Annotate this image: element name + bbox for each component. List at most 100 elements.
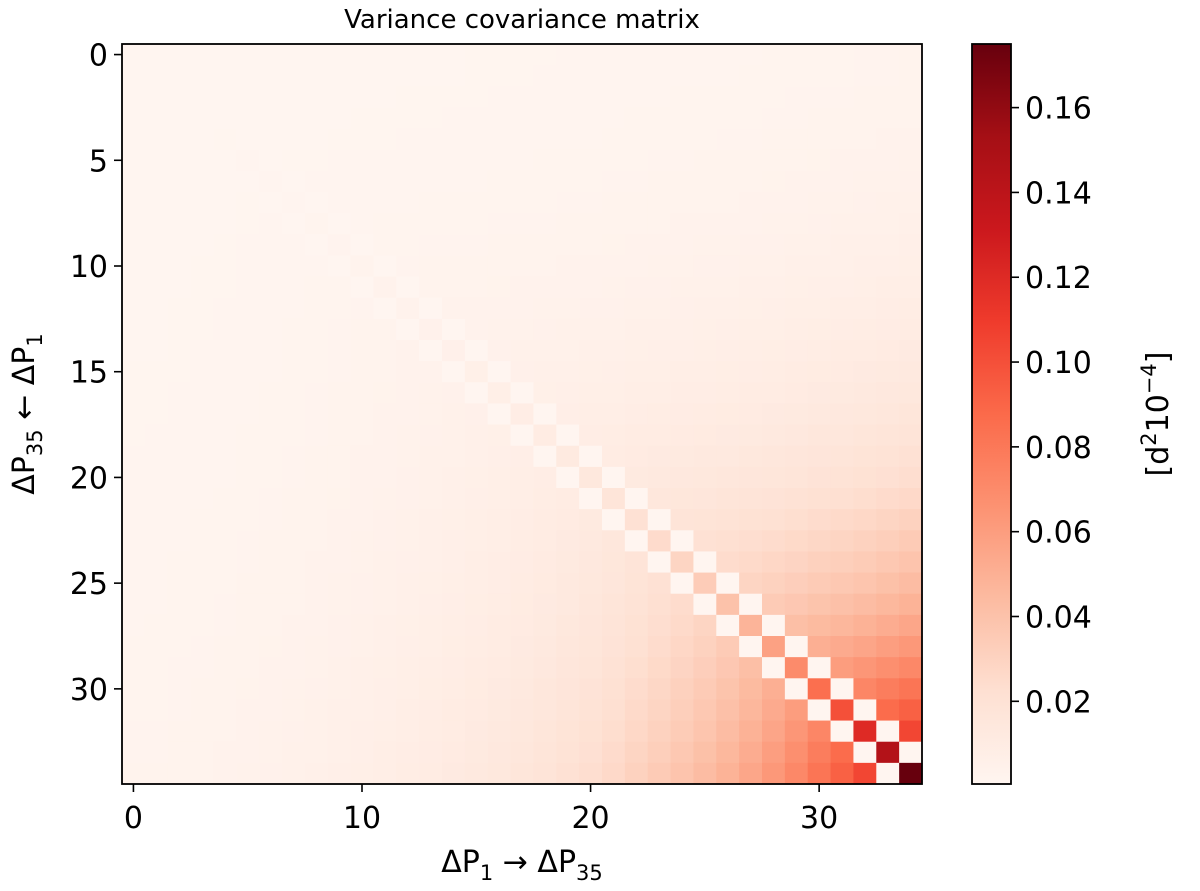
heatmap-cell	[830, 403, 855, 426]
heatmap-cell	[647, 44, 672, 66]
heatmap-cell	[396, 149, 420, 172]
heatmap-cell	[647, 551, 672, 574]
heatmap-cell	[716, 297, 740, 320]
heatmap-cell	[670, 551, 695, 574]
heatmap-cell	[762, 234, 786, 257]
heatmap-cell	[784, 255, 809, 278]
heatmap-cell	[464, 297, 489, 320]
heatmap-cell	[167, 699, 192, 722]
heatmap-cell	[510, 636, 535, 658]
heatmap-cell	[693, 551, 717, 574]
heatmap-cell	[396, 107, 420, 130]
heatmap-cell	[762, 361, 786, 383]
heatmap-cell	[670, 149, 695, 172]
heatmap-cell	[487, 128, 512, 151]
heatmap-cell	[213, 741, 237, 764]
heatmap-cell	[327, 657, 352, 679]
heatmap-cell	[282, 340, 306, 362]
heatmap-cell	[579, 170, 603, 193]
heatmap-cell	[510, 192, 535, 214]
heatmap-cell	[327, 509, 352, 531]
heatmap-cell	[899, 297, 923, 320]
heatmap-cell	[464, 44, 489, 66]
heatmap-cell	[419, 720, 443, 743]
heatmap-cell	[282, 361, 306, 383]
heatmap-cell	[327, 86, 352, 109]
heatmap-cell	[830, 234, 855, 257]
heatmap-cell	[122, 86, 146, 109]
heatmap-cell	[533, 44, 557, 66]
heatmap-cell	[396, 445, 420, 468]
heatmap-cell	[442, 297, 466, 320]
heatmap-cell	[876, 234, 900, 257]
heatmap-cell	[396, 488, 420, 510]
heatmap-cell	[167, 276, 192, 299]
heatmap-cell	[556, 361, 580, 383]
heatmap-cell	[373, 678, 397, 701]
heatmap-cell	[350, 403, 375, 426]
heatmap-cell	[304, 720, 329, 743]
heatmap-cell	[693, 572, 717, 595]
heatmap-cell	[487, 318, 512, 341]
heatmap-cell	[510, 551, 535, 574]
heatmap-cell	[556, 572, 580, 595]
heatmap-cell	[442, 657, 466, 679]
heatmap-cell	[556, 107, 580, 130]
heatmap-cell	[350, 466, 375, 489]
heatmap-cell	[533, 403, 557, 426]
heatmap-cell	[716, 699, 740, 722]
heatmap-cell	[419, 403, 443, 426]
heatmap-cell	[190, 466, 215, 489]
heatmap-cell	[853, 382, 877, 405]
heatmap-cell	[419, 170, 443, 193]
heatmap-cell	[556, 213, 580, 235]
heatmap-cell	[487, 297, 512, 320]
heatmap-cell	[602, 318, 626, 341]
heatmap-cell	[144, 276, 169, 299]
heatmap-cell	[304, 530, 329, 553]
heatmap-cell	[144, 509, 169, 531]
heatmap-cell	[464, 466, 489, 489]
heatmap-cell	[784, 509, 809, 531]
heatmap-cell	[739, 424, 763, 447]
heatmap-cell	[373, 149, 397, 172]
heatmap-cell	[282, 572, 306, 595]
heatmap-cell	[259, 192, 283, 214]
heatmap-cell	[762, 276, 786, 299]
heatmap-cell	[419, 572, 443, 595]
heatmap-cell	[556, 678, 580, 701]
heatmap-cell	[327, 445, 352, 468]
heatmap-cell	[419, 741, 443, 764]
heatmap-cell	[693, 65, 717, 87]
heatmap-cell	[807, 192, 832, 214]
heatmap-cell	[282, 762, 306, 785]
heatmap-cell	[350, 636, 375, 658]
heatmap-cell	[122, 636, 146, 658]
heatmap-cell	[876, 213, 900, 235]
heatmap-cell	[373, 65, 397, 87]
heatmap-cell	[807, 509, 832, 531]
heatmap-cell	[807, 403, 832, 426]
heatmap-cell	[282, 636, 306, 658]
heatmap-cell	[442, 128, 466, 151]
heatmap-cell	[784, 403, 809, 426]
heatmap-cell	[259, 530, 283, 553]
heatmap-cell	[419, 44, 443, 66]
heatmap-cell	[419, 340, 443, 362]
heatmap-cell	[579, 720, 603, 743]
heatmap-cell	[373, 340, 397, 362]
heatmap-cell	[144, 762, 169, 785]
heatmap-cell	[167, 192, 192, 214]
heatmap-cell	[899, 255, 923, 278]
heatmap-cell	[373, 44, 397, 66]
heatmap-cell	[762, 445, 786, 468]
heatmap-cell	[647, 340, 672, 362]
heatmap-cell	[876, 44, 900, 66]
heatmap-cell	[807, 107, 832, 130]
heatmap-cell	[213, 297, 237, 320]
heatmap-cell	[762, 340, 786, 362]
heatmap-cell	[784, 445, 809, 468]
heatmap-cell	[396, 340, 420, 362]
heatmap-cell	[190, 170, 215, 193]
heatmap-cell	[853, 657, 877, 679]
